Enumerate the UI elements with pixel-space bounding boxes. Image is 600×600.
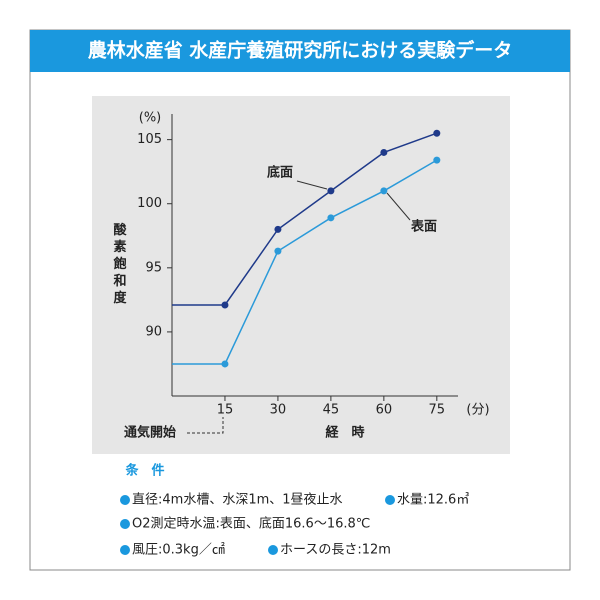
y-tick-label: 95	[145, 260, 162, 275]
series-line	[172, 132, 438, 306]
bullet	[385, 495, 395, 505]
x-tick-label: 75	[429, 403, 446, 418]
x-label: 経 時	[325, 425, 364, 441]
x-tick-label: 60	[376, 403, 393, 418]
bullet	[268, 545, 278, 555]
marker	[380, 187, 388, 195]
annotation: 通気開始	[124, 425, 176, 441]
marker	[327, 187, 335, 195]
bullet	[120, 545, 130, 555]
condition: 水量:12.6㎥	[397, 493, 469, 508]
y-unit: (%)	[139, 111, 162, 126]
leader	[386, 192, 411, 221]
x-unit: (分)	[466, 403, 489, 418]
bullet	[120, 519, 130, 529]
marker	[433, 156, 441, 164]
condition: 風圧:0.3kg／㎠	[132, 543, 225, 558]
annotation-leader	[187, 417, 224, 434]
y-tick-label: 100	[137, 196, 162, 211]
title-bar	[30, 30, 570, 72]
marker	[274, 225, 282, 233]
chart-panel	[92, 96, 510, 454]
marker	[327, 214, 335, 222]
conditions-title: 条 件	[125, 463, 164, 479]
bullet	[120, 495, 130, 505]
y-label: 酸素飽和度	[111, 222, 128, 308]
leader	[296, 180, 328, 190]
condition: ホースの長さ:12m	[280, 543, 391, 558]
x-tick-label: 15	[217, 403, 234, 418]
marker	[380, 148, 388, 156]
y-tick-label: 90	[145, 324, 162, 339]
marker	[433, 129, 441, 137]
title: 農林水産省 水産庁養殖研究所における実験データ	[88, 39, 513, 62]
marker	[221, 301, 229, 309]
series-label: 底面	[267, 165, 293, 181]
x-tick-label: 30	[270, 403, 287, 418]
marker	[274, 247, 282, 255]
condition: 直径:4m水槽、水深1m、1昼夜止水	[132, 493, 343, 508]
y-tick-label: 105	[137, 132, 162, 147]
series-label: 表面	[410, 219, 437, 235]
condition: O2測定時水温:表面、底面16.6〜16.8℃	[132, 516, 370, 532]
marker	[221, 360, 229, 368]
series-line	[172, 159, 438, 365]
x-tick-label: 45	[323, 403, 340, 418]
